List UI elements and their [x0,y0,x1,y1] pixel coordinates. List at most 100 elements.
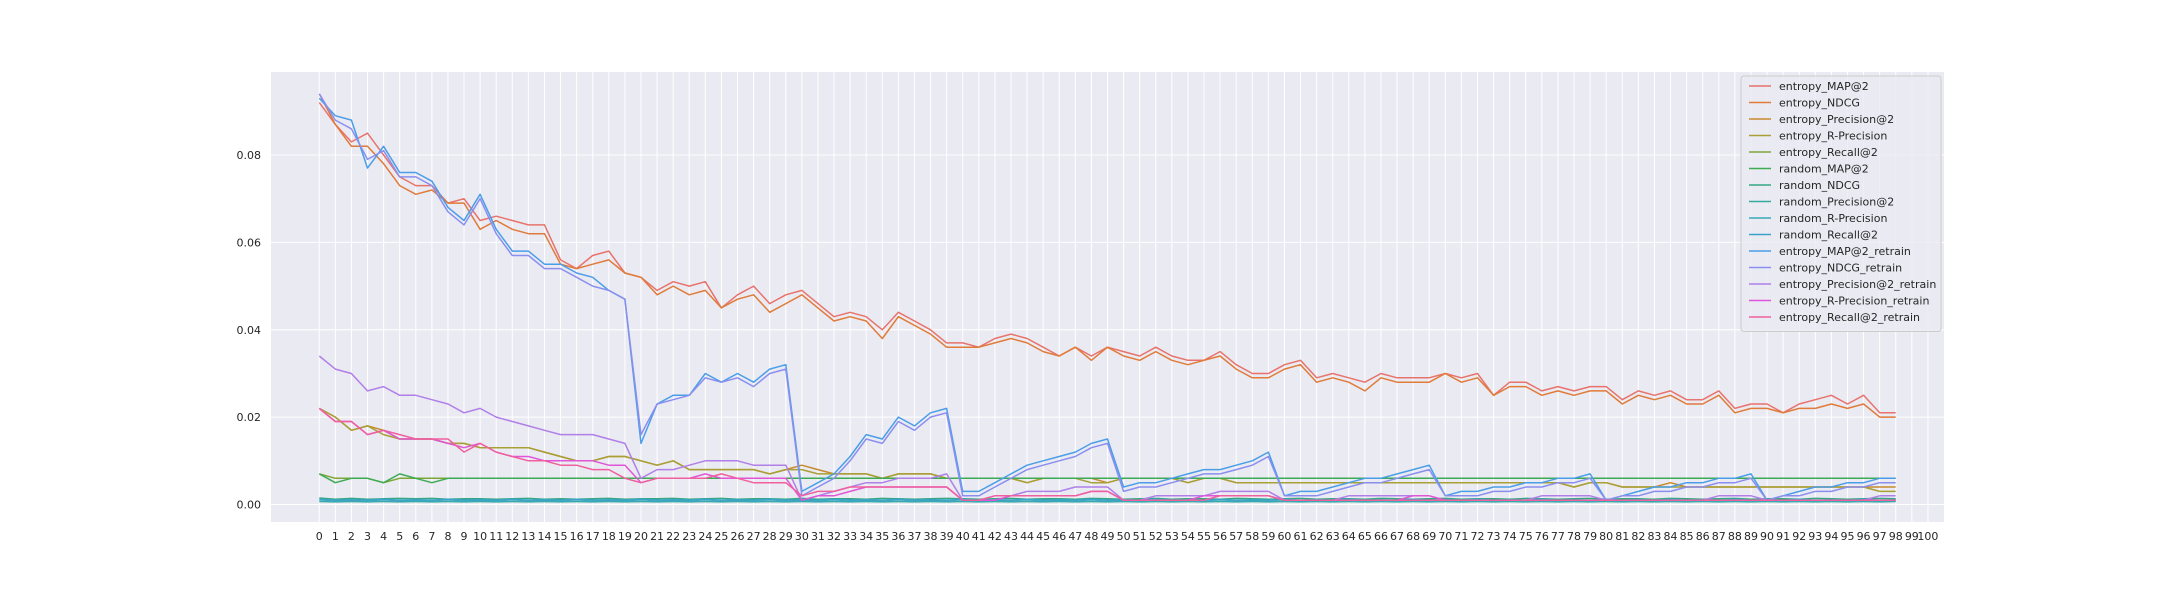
x-tick-label: 29 [779,530,793,543]
x-tick-label: 12 [505,530,519,543]
x-tick-label: 21 [650,530,664,543]
x-tick-label: 99 [1905,530,1919,543]
x-tick-label: 27 [747,530,761,543]
legend-label: entropy_MAP@2_retrain [1779,245,1911,258]
x-tick-label: 89 [1744,530,1758,543]
x-tick-label: 28 [763,530,777,543]
x-axis: 0 1 2 3 4 5 6 7 8 9 10 11 12 13 14 15 16 17 18 19 20 21 22 23 24… [316,530,1939,543]
x-tick-label: 95 [1840,530,1854,543]
x-tick-label: 23 [682,530,696,543]
x-tick-label: 20 [634,530,648,543]
x-tick-label: 48 [1084,530,1098,543]
legend-label: random_NDCG [1779,179,1860,192]
x-tick-label: 51 [1133,530,1147,543]
x-tick-label: 15 [554,530,568,543]
x-tick-label: 63 [1326,530,1340,543]
legend-label: entropy_Recall@2_retrain [1779,311,1920,324]
x-tick-label: 98 [1889,530,1903,543]
x-tick-label: 26 [731,530,745,543]
y-axis: 0.00 0.02 0.04 0.06 0.08 [237,149,262,512]
legend: entropy_MAP@2 entropy_NDCG entropy_Precisi… [1740,75,1942,332]
x-tick-label: 59 [1261,530,1275,543]
x-tick-label: 49 [1101,530,1115,543]
x-tick-label: 72 [1470,530,1484,543]
series-lines [318,93,1896,503]
x-tick-label: 87 [1712,530,1726,543]
series-line-entropy_NDCG [318,93,1896,418]
x-tick-label: 34 [859,530,873,543]
x-tick-label: 54 [1181,530,1195,543]
x-tick-label: 82 [1631,530,1645,543]
x-tick-label: 62 [1310,530,1324,543]
legend-label: entropy_MAP@2 [1779,80,1869,93]
x-tick-label: 6 [412,530,419,543]
legend-label: entropy_R-Precision [1779,130,1887,143]
x-tick-label: 60 [1277,530,1291,543]
x-tick-label: 31 [811,530,825,543]
x-tick-label: 17 [586,530,600,543]
x-tick-label: 30 [795,530,809,543]
x-tick-label: 14 [537,530,551,543]
legend-label: entropy_NDCG_retrain [1779,262,1902,275]
x-tick-label: 36 [891,530,905,543]
legend-label: entropy_NDCG [1779,97,1860,110]
x-tick-label: 97 [1873,530,1887,543]
y-tick-label: 0.02 [237,411,262,424]
x-tick-label: 58 [1245,530,1259,543]
x-tick-label: 8 [444,530,451,543]
x-tick-label: 50 [1117,530,1131,543]
x-tick-label: 47 [1068,530,1082,543]
x-tick-label: 45 [1036,530,1050,543]
x-tick-label: 16 [570,530,584,543]
y-tick-label: 0.00 [237,499,262,512]
x-tick-label: 67 [1390,530,1404,543]
legend-label: entropy_Recall@2 [1779,146,1878,159]
x-tick-label: 61 [1294,530,1308,543]
x-tick-label: 100 [1917,530,1938,543]
x-tick-label: 91 [1776,530,1790,543]
x-tick-label: 79 [1583,530,1597,543]
x-tick-label: 25 [714,530,728,543]
x-tick-label: 83 [1647,530,1661,543]
x-tick-label: 69 [1422,530,1436,543]
x-tick-label: 0 [316,530,323,543]
x-tick-label: 35 [875,530,889,543]
x-tick-label: 93 [1808,530,1822,543]
y-tick-label: 0.06 [237,236,262,249]
x-tick-label: 56 [1213,530,1227,543]
x-tick-label: 52 [1149,530,1163,543]
legend-label: entropy_R-Precision_retrain [1779,295,1929,308]
x-tick-label: 65 [1358,530,1372,543]
x-tick-label: 10 [473,530,487,543]
x-tick-label: 46 [1052,530,1066,543]
x-tick-label: 13 [521,530,535,543]
series-line-random_MAP@2 [318,473,1896,484]
x-tick-label: 38 [924,530,938,543]
x-tick-label: 32 [827,530,841,543]
x-tick-label: 75 [1519,530,1533,543]
x-tick-label: 43 [1004,530,1018,543]
y-tick-label: 0.04 [237,324,262,337]
x-tick-label: 18 [602,530,616,543]
x-tick-label: 84 [1664,530,1678,543]
x-tick-label: 11 [489,530,503,543]
x-tick-label: 57 [1229,530,1243,543]
x-tick-label: 39 [940,530,954,543]
legend-label: entropy_Precision@2 [1779,113,1894,126]
series-line-entropy_MAP@2_retrain [318,97,1896,501]
x-tick-label: 64 [1342,530,1356,543]
x-tick-label: 22 [666,530,680,543]
x-tick-label: 53 [1165,530,1179,543]
x-tick-label: 80 [1599,530,1613,543]
x-tick-label: 92 [1792,530,1806,543]
x-tick-label: 37 [907,530,921,543]
series-line-entropy_NDCG_retrain [318,93,1896,501]
x-tick-label: 81 [1615,530,1629,543]
x-tick-label: 88 [1728,530,1742,543]
x-tick-label: 74 [1503,530,1517,543]
x-tick-label: 90 [1760,530,1774,543]
y-tick-label: 0.08 [237,149,262,162]
x-tick-label: 5 [396,530,403,543]
x-tick-label: 41 [972,530,986,543]
